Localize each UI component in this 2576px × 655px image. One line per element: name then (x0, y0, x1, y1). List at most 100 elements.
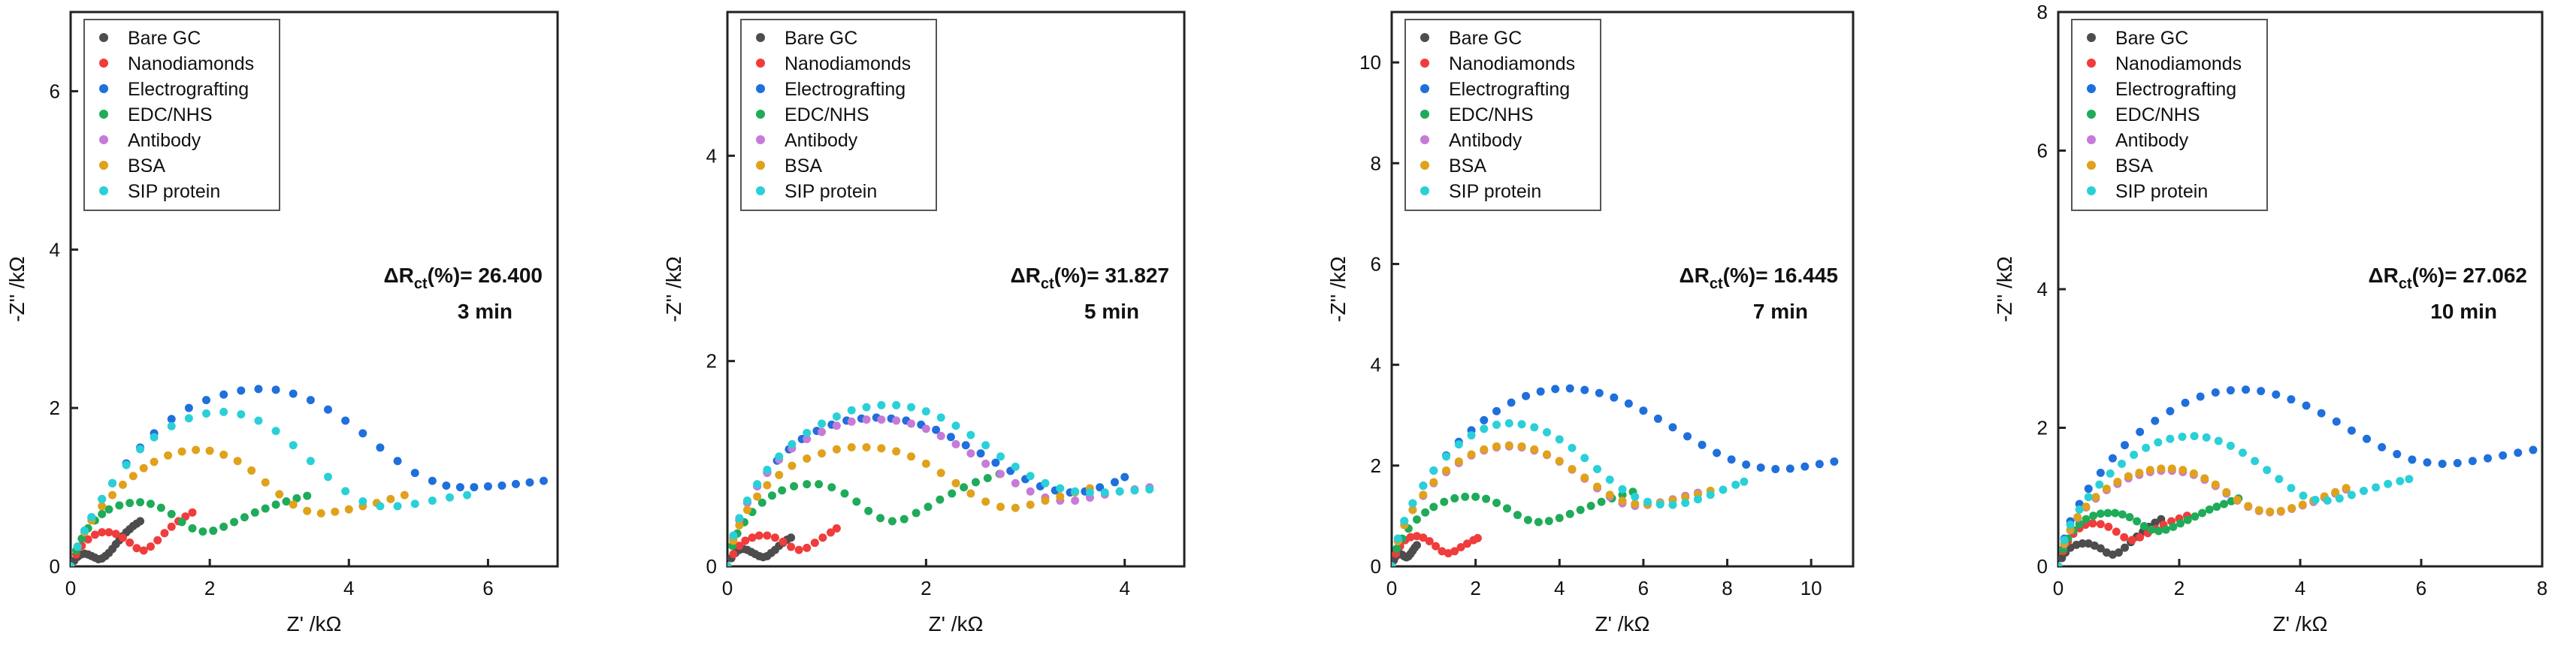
data-point (167, 509, 176, 518)
data-point (960, 483, 969, 492)
data-point (2468, 457, 2477, 466)
data-point (331, 507, 340, 516)
data-point (2075, 505, 2084, 514)
data-point (2254, 506, 2263, 515)
data-point (862, 415, 871, 424)
data-point (2275, 475, 2284, 484)
legend-marker (1420, 161, 1429, 170)
data-point (832, 445, 841, 454)
data-point (1618, 497, 1627, 506)
data-point (90, 530, 99, 539)
data-point (1605, 475, 1614, 484)
delta-rct-value: (%)= 16.445 (1723, 264, 1838, 287)
data-point (254, 416, 263, 425)
data-point (1517, 420, 1526, 429)
data-point (247, 466, 256, 475)
legend-marker (756, 33, 765, 42)
data-point (2335, 494, 2344, 503)
data-point (996, 452, 1005, 461)
data-point (1576, 506, 1585, 515)
data-point (2287, 484, 2296, 493)
legend-marker (2087, 135, 2096, 144)
chart-panel-1: 0 2 4 6 0 2 4 6 Z' /kΩ -Z'' /kΩ Bare GC Nanodiamond… (5, 11, 559, 635)
data-point (951, 478, 960, 487)
data-point (2211, 388, 2220, 397)
data-point (818, 419, 827, 428)
data-point (341, 487, 350, 496)
data-point (2058, 562, 2063, 566)
data-point (1492, 442, 1501, 451)
time-annotation: 5 min (1084, 300, 1139, 323)
data-point (1110, 478, 1119, 487)
data-point (1392, 562, 1396, 566)
data-point (2066, 521, 2075, 530)
data-point (1461, 492, 1470, 501)
legend-marker (2087, 186, 2096, 195)
data-point (753, 480, 762, 489)
data-point (2113, 477, 2122, 486)
data-point (2191, 512, 2200, 521)
data-point (2408, 455, 2417, 464)
data-point (442, 481, 451, 490)
data-point (1698, 440, 1707, 449)
data-point (1586, 501, 1595, 510)
x-tick-label: 4 (1119, 577, 1129, 599)
data-point (1442, 452, 1451, 461)
data-point (1480, 415, 1489, 424)
data-point (282, 497, 291, 506)
data-point (2115, 548, 2123, 557)
data-point (787, 533, 796, 542)
legend-marker (2087, 161, 2096, 170)
data-point (2133, 517, 2142, 526)
data-point (971, 478, 980, 487)
data-point (1610, 393, 1619, 402)
x-tick-label: 2 (2174, 577, 2184, 599)
data-point (2212, 503, 2221, 512)
legend-marker (2087, 33, 2096, 42)
data-point (2073, 513, 2082, 522)
legend-label: SIP protein (128, 181, 220, 202)
data-point (757, 498, 766, 507)
legend-label: BSA (785, 155, 822, 177)
x-axis-label: Z' /kΩ (1595, 612, 1650, 635)
data-point (2139, 521, 2148, 530)
x-axis-label: Z' /kΩ (2273, 612, 2328, 635)
x-tick-label: 2 (921, 577, 931, 599)
data-point (763, 481, 772, 490)
series-bsa (727, 442, 1094, 566)
data-point (847, 442, 856, 451)
data-point (1393, 534, 1402, 543)
data-point (735, 521, 744, 530)
data-point (832, 421, 841, 430)
x-axis-label: Z' /kΩ (287, 612, 342, 635)
data-point (136, 445, 145, 454)
data-point (125, 538, 135, 547)
data-point (1432, 542, 1441, 551)
data-point (122, 460, 131, 469)
data-point (428, 476, 437, 485)
data-point (753, 492, 762, 501)
data-point (146, 542, 155, 551)
data-point (202, 409, 211, 418)
data-point (132, 544, 141, 553)
data-point (1450, 547, 1459, 556)
data-point (981, 441, 990, 450)
data-point (778, 486, 787, 495)
data-point (1056, 484, 1065, 493)
data-point (153, 536, 162, 545)
data-point (961, 441, 970, 450)
data-point (770, 533, 779, 542)
data-point (754, 531, 763, 540)
data-point (2120, 533, 2129, 542)
data-point (1815, 460, 1824, 469)
legend-marker (756, 186, 765, 195)
data-point (803, 428, 812, 437)
data-point (818, 533, 827, 542)
time-annotation: 10 min (2430, 300, 2497, 323)
data-point (1130, 486, 1139, 495)
data-point (463, 490, 472, 500)
data-point (303, 506, 312, 515)
data-point (1425, 536, 1434, 545)
series-sip-protein (71, 407, 472, 566)
